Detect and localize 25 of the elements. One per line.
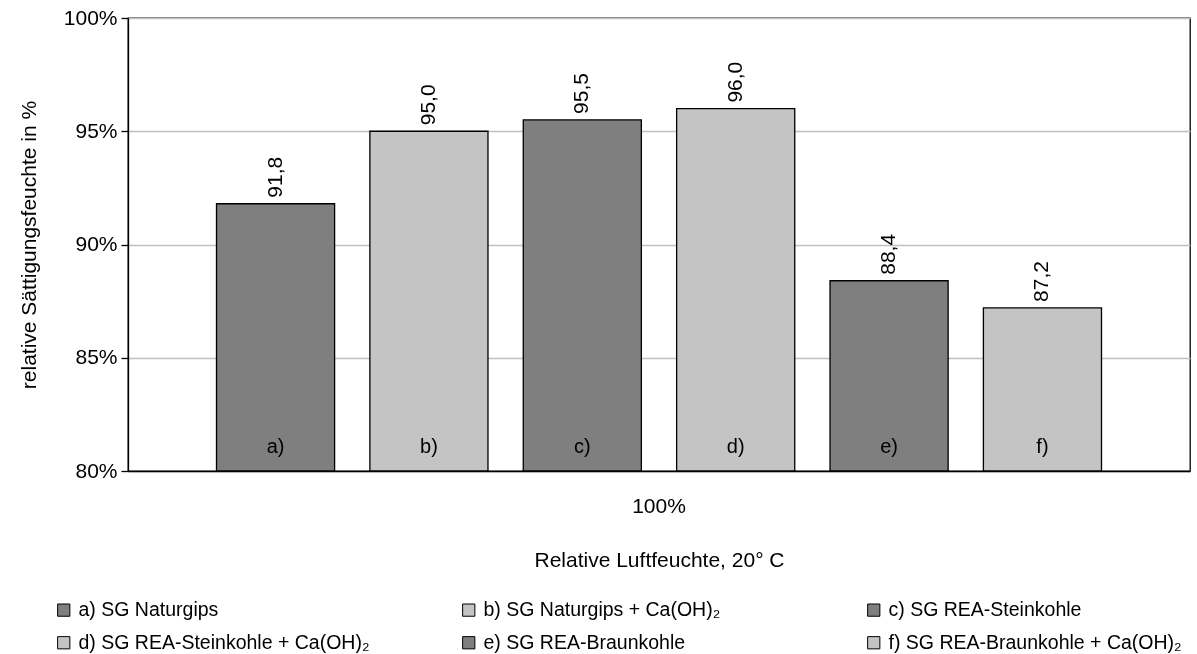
data-label: 91,8 — [262, 156, 286, 198]
legend-label: d) SG REA-Steinkohle + Ca(OH)₂ — [78, 630, 370, 653]
annotation: b) — [420, 435, 438, 457]
y-tick-label: 100% — [63, 5, 118, 29]
annotation: a) — [266, 435, 285, 457]
data-label: 87,2 — [1029, 261, 1053, 302]
annotation: f) — [1036, 435, 1049, 457]
legend-label: e) SG REA-Braunkohle — [483, 630, 686, 653]
annotation: d) — [726, 435, 745, 457]
legend-label: c) SG REA-Steinkohle — [888, 598, 1082, 621]
y-tick-label: 85% — [75, 345, 118, 369]
y-tick-label: 95% — [75, 118, 118, 142]
legend-label: b) SG Naturgips + Ca(OH)₂ — [483, 598, 721, 621]
data-label: 96,0 — [722, 61, 746, 103]
y-tick-label: 90% — [75, 232, 118, 255]
data-label: 88,4 — [876, 233, 900, 275]
data-label: 95,0 — [415, 84, 439, 126]
data-label: 95,5 — [569, 73, 593, 114]
annotation: e) — [880, 435, 898, 457]
annotation: c) — [573, 435, 591, 457]
legend-label: f) SG REA-Braunkohle + Ca(OH)₂ — [888, 630, 1182, 653]
legend-label: a) SG Naturgips — [78, 598, 219, 621]
y-tick-label: 80% — [75, 458, 118, 482]
x-axis-title: Relative Luftfeuchte, 20° C — [534, 547, 785, 571]
y-axis-title: relative Sättigungsfeuchte in % — [16, 100, 40, 390]
